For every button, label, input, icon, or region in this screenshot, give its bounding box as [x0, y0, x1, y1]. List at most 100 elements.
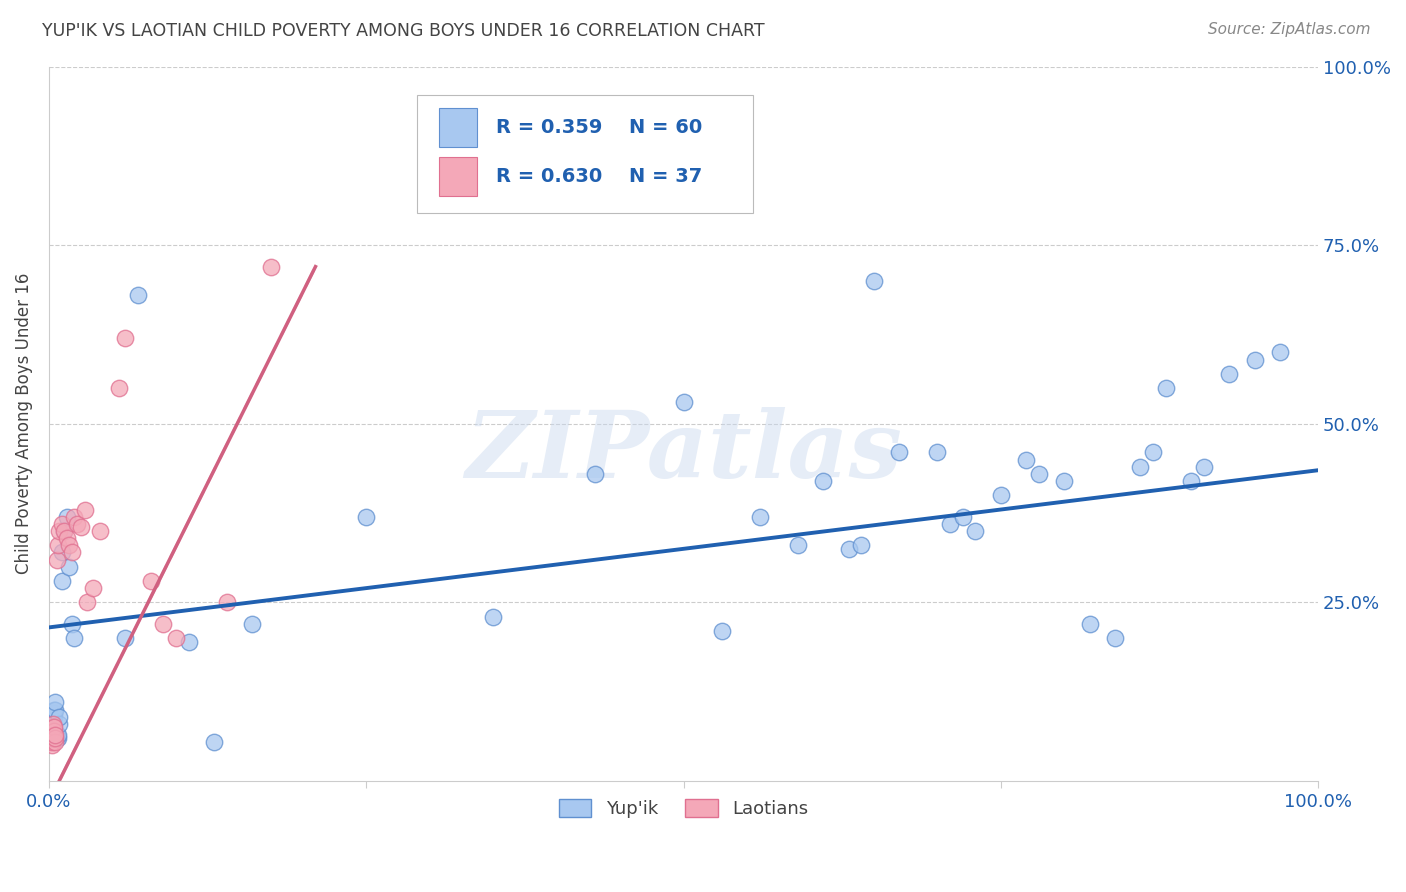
- Text: N = 60: N = 60: [628, 119, 702, 137]
- Point: [1243, 352, 1265, 367]
- Point: [73, 502, 96, 516]
- Point: [51, 545, 73, 559]
- Point: [66, 516, 89, 531]
- Y-axis label: Child Poverty Among Boys Under 16: Child Poverty Among Boys Under 16: [15, 273, 32, 574]
- Point: [177, 634, 200, 648]
- Point: [952, 509, 974, 524]
- FancyBboxPatch shape: [418, 95, 754, 213]
- Point: [1154, 381, 1177, 395]
- Point: [863, 274, 886, 288]
- Point: [42, 709, 65, 723]
- Point: [53, 524, 76, 538]
- Point: [215, 595, 238, 609]
- Point: [46, 727, 69, 741]
- Point: [1028, 467, 1050, 481]
- Point: [1129, 459, 1152, 474]
- Point: [42, 713, 65, 727]
- Point: [42, 731, 65, 746]
- Point: [51, 516, 73, 531]
- Point: [114, 631, 136, 645]
- Point: [1015, 452, 1038, 467]
- Point: [46, 538, 69, 552]
- Text: N = 37: N = 37: [628, 167, 702, 186]
- Point: [60, 545, 83, 559]
- Point: [48, 524, 70, 538]
- Point: [1180, 474, 1202, 488]
- Point: [260, 260, 283, 274]
- Point: [42, 716, 65, 731]
- Point: [42, 720, 65, 734]
- Point: [583, 467, 606, 481]
- Point: [89, 524, 111, 538]
- Point: [811, 474, 834, 488]
- Point: [51, 574, 73, 588]
- Point: [48, 709, 70, 723]
- Text: Source: ZipAtlas.com: Source: ZipAtlas.com: [1208, 22, 1371, 37]
- Point: [1268, 345, 1291, 359]
- Point: [44, 731, 66, 746]
- Point: [42, 727, 65, 741]
- Point: [42, 723, 65, 738]
- Point: [69, 520, 91, 534]
- Point: [60, 616, 83, 631]
- Point: [46, 731, 69, 746]
- Point: [44, 731, 66, 746]
- Point: [44, 695, 66, 709]
- Point: [41, 731, 63, 746]
- Bar: [439, 157, 477, 196]
- Point: [1142, 445, 1164, 459]
- Point: [53, 524, 76, 538]
- Point: [44, 702, 66, 716]
- Text: YUP'IK VS LAOTIAN CHILD POVERTY AMONG BOYS UNDER 16 CORRELATION CHART: YUP'IK VS LAOTIAN CHILD POVERTY AMONG BO…: [42, 22, 765, 40]
- Point: [851, 538, 873, 552]
- Point: [42, 731, 65, 746]
- Point: [42, 723, 65, 738]
- Point: [152, 616, 174, 631]
- Point: [76, 595, 98, 609]
- Point: [1053, 474, 1076, 488]
- Point: [44, 727, 66, 741]
- Point: [58, 559, 80, 574]
- Text: ZIPatlas: ZIPatlas: [465, 408, 903, 498]
- Point: [63, 509, 86, 524]
- Point: [202, 735, 225, 749]
- Point: [45, 727, 67, 741]
- Point: [41, 739, 63, 753]
- Point: [1192, 459, 1215, 474]
- Point: [1078, 616, 1101, 631]
- Point: [356, 509, 378, 524]
- Point: [44, 735, 66, 749]
- Point: [965, 524, 987, 538]
- Point: [240, 616, 263, 631]
- Point: [927, 445, 949, 459]
- Point: [1104, 631, 1126, 645]
- Point: [55, 531, 77, 545]
- Point: [48, 716, 70, 731]
- Point: [114, 331, 136, 345]
- Legend: Yup'ik, Laotians: Yup'ik, Laotians: [551, 792, 815, 826]
- Point: [107, 381, 129, 395]
- Point: [42, 720, 65, 734]
- Text: R = 0.359: R = 0.359: [496, 119, 602, 137]
- Point: [672, 395, 695, 409]
- Point: [45, 731, 67, 746]
- Point: [41, 735, 63, 749]
- Point: [42, 706, 65, 720]
- Bar: [439, 108, 477, 147]
- Point: [82, 581, 104, 595]
- Point: [939, 516, 962, 531]
- Point: [42, 727, 65, 741]
- Point: [786, 538, 808, 552]
- Point: [139, 574, 162, 588]
- Point: [748, 509, 770, 524]
- Point: [42, 716, 65, 731]
- Point: [482, 609, 505, 624]
- Point: [44, 727, 66, 741]
- Point: [127, 288, 149, 302]
- Point: [42, 720, 65, 734]
- Point: [889, 445, 911, 459]
- Text: R = 0.630: R = 0.630: [496, 167, 602, 186]
- Point: [710, 624, 733, 638]
- Point: [45, 552, 67, 566]
- Point: [165, 631, 187, 645]
